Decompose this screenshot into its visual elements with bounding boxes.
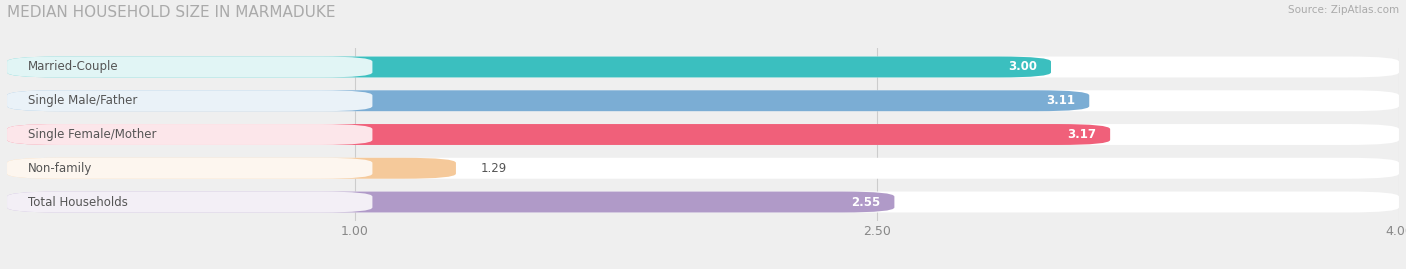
Text: 3.00: 3.00 (1008, 61, 1038, 73)
FancyBboxPatch shape (7, 56, 373, 77)
FancyBboxPatch shape (7, 158, 373, 179)
FancyBboxPatch shape (7, 124, 373, 145)
FancyBboxPatch shape (7, 90, 1399, 111)
FancyBboxPatch shape (7, 192, 1399, 213)
Text: 2.55: 2.55 (851, 196, 880, 208)
Text: Single Female/Mother: Single Female/Mother (28, 128, 156, 141)
FancyBboxPatch shape (7, 56, 1399, 77)
FancyBboxPatch shape (7, 158, 456, 179)
FancyBboxPatch shape (7, 90, 373, 111)
Text: Single Male/Father: Single Male/Father (28, 94, 138, 107)
FancyBboxPatch shape (7, 90, 1090, 111)
FancyBboxPatch shape (7, 158, 1399, 179)
FancyBboxPatch shape (7, 192, 894, 213)
Text: 3.17: 3.17 (1067, 128, 1097, 141)
Text: Non-family: Non-family (28, 162, 93, 175)
FancyBboxPatch shape (7, 124, 1399, 145)
Text: 1.29: 1.29 (481, 162, 506, 175)
Text: 3.11: 3.11 (1046, 94, 1076, 107)
Text: Total Households: Total Households (28, 196, 128, 208)
FancyBboxPatch shape (7, 192, 373, 213)
Text: Source: ZipAtlas.com: Source: ZipAtlas.com (1288, 5, 1399, 15)
Text: MEDIAN HOUSEHOLD SIZE IN MARMADUKE: MEDIAN HOUSEHOLD SIZE IN MARMADUKE (7, 5, 336, 20)
FancyBboxPatch shape (7, 56, 1050, 77)
Text: Married-Couple: Married-Couple (28, 61, 118, 73)
FancyBboxPatch shape (7, 124, 1111, 145)
